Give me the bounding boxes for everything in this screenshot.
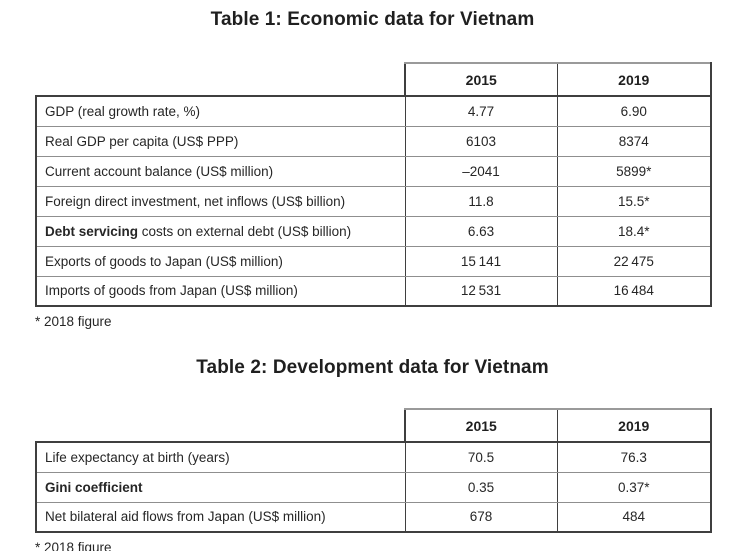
row-label-text: Net bilateral aid flows from Japan (US$ … [45, 509, 326, 525]
row-label-text: Exports of goods to Japan (US$ million) [45, 253, 283, 269]
table-row-life-expectancy: Life expectancy at birth (years) 70.5 76… [35, 441, 712, 473]
header-spacer-cell [36, 409, 405, 442]
table2-column-header-2019: 2019 [556, 408, 712, 442]
row-label: Foreign direct investment, net inflows (… [35, 185, 406, 217]
row-label: Imports of goods from Japan (US$ million… [35, 275, 406, 307]
value-2019: 484 [556, 501, 712, 533]
table-row-gdp-per-capita: Real GDP per capita (US$ PPP) 6103 8374 [35, 125, 712, 157]
value-2015: 6103 [404, 125, 558, 157]
value-2019: 6.90 [556, 95, 712, 127]
row-label-bold: Debt servicing [45, 223, 139, 239]
value-2015: 4.77 [404, 95, 558, 127]
value-2015: 70.5 [404, 441, 558, 473]
table2-header-row: 2015 2019 [36, 408, 712, 442]
row-label-text: Life expectancy at birth (years) [45, 449, 230, 465]
value-2015: 678 [404, 501, 558, 533]
value-2019: 22 475 [556, 245, 712, 277]
row-label-text: Current account balance (US$ million) [45, 163, 274, 179]
row-label-text: Real GDP per capita (US$ PPP) [45, 133, 239, 149]
table-row-gdp-growth: GDP (real growth rate, %) 4.77 6.90 [35, 95, 712, 127]
table1-column-header-2019: 2019 [556, 62, 712, 96]
row-label-bold: Gini coefficient [45, 479, 143, 495]
value-2019: 5899* [556, 155, 712, 187]
value-2019: 0.37* [556, 471, 712, 503]
row-label: Gini coefficient [35, 471, 406, 503]
table-row-debt-servicing: Debt servicing costs on external debt (U… [35, 215, 712, 247]
table1-title: Table 1: Economic data for Vietnam [210, 9, 535, 30]
value-2019: 18.4* [556, 215, 712, 247]
row-label: Real GDP per capita (US$ PPP) [35, 125, 406, 157]
value-2015: 6.63 [404, 215, 558, 247]
value-2015: 12 531 [404, 275, 558, 307]
value-2019: 76.3 [556, 441, 712, 473]
row-label: Debt servicing costs on external debt (U… [35, 215, 406, 247]
table1-footnote: * 2018 figure [35, 314, 112, 329]
value-2015: 11.8 [404, 185, 558, 217]
row-label-text: GDP (real growth rate, %) [45, 103, 201, 119]
row-label-text: Foreign direct investment, net inflows (… [45, 193, 346, 209]
value-2019: 15.5* [556, 185, 712, 217]
table1-header-row: 2015 2019 [36, 62, 712, 96]
value-2015: 0.35 [404, 471, 558, 503]
value-2019: 8374 [556, 125, 712, 157]
development-data-table: 2015 2019 Life expectancy at birth (year… [35, 408, 712, 533]
row-label: Current account balance (US$ million) [35, 155, 406, 187]
table1-column-header-2015: 2015 [404, 62, 557, 96]
value-2019: 16 484 [556, 275, 712, 307]
row-label: Life expectancy at birth (years) [35, 441, 406, 473]
table-row-current-account: Current account balance (US$ million) –2… [35, 155, 712, 187]
row-label-text: Imports of goods from Japan (US$ million… [45, 283, 298, 299]
table-row-gini-coefficient: Gini coefficient 0.35 0.37* [35, 471, 712, 503]
value-2015: –2041 [404, 155, 558, 187]
table-row-fdi: Foreign direct investment, net inflows (… [35, 185, 712, 217]
value-2015: 15 141 [404, 245, 558, 277]
table-row-exports-japan: Exports of goods to Japan (US$ million) … [35, 245, 712, 277]
table2-column-header-2015: 2015 [404, 408, 557, 442]
table2-footnote: * 2018 figure [35, 540, 112, 551]
table-row-imports-japan: Imports of goods from Japan (US$ million… [35, 275, 712, 307]
row-label: Net bilateral aid flows from Japan (US$ … [35, 501, 406, 533]
table2-title: Table 2: Development data for Vietnam [196, 357, 549, 378]
table-row-bilateral-aid: Net bilateral aid flows from Japan (US$ … [35, 501, 712, 533]
row-label-text: costs on external debt (US$ billion) [138, 223, 352, 239]
row-label: GDP (real growth rate, %) [35, 95, 406, 127]
row-label: Exports of goods to Japan (US$ million) [35, 245, 406, 277]
economic-data-table: 2015 2019 GDP (real growth rate, %) 4.77… [35, 62, 712, 307]
header-spacer-cell [36, 63, 405, 96]
